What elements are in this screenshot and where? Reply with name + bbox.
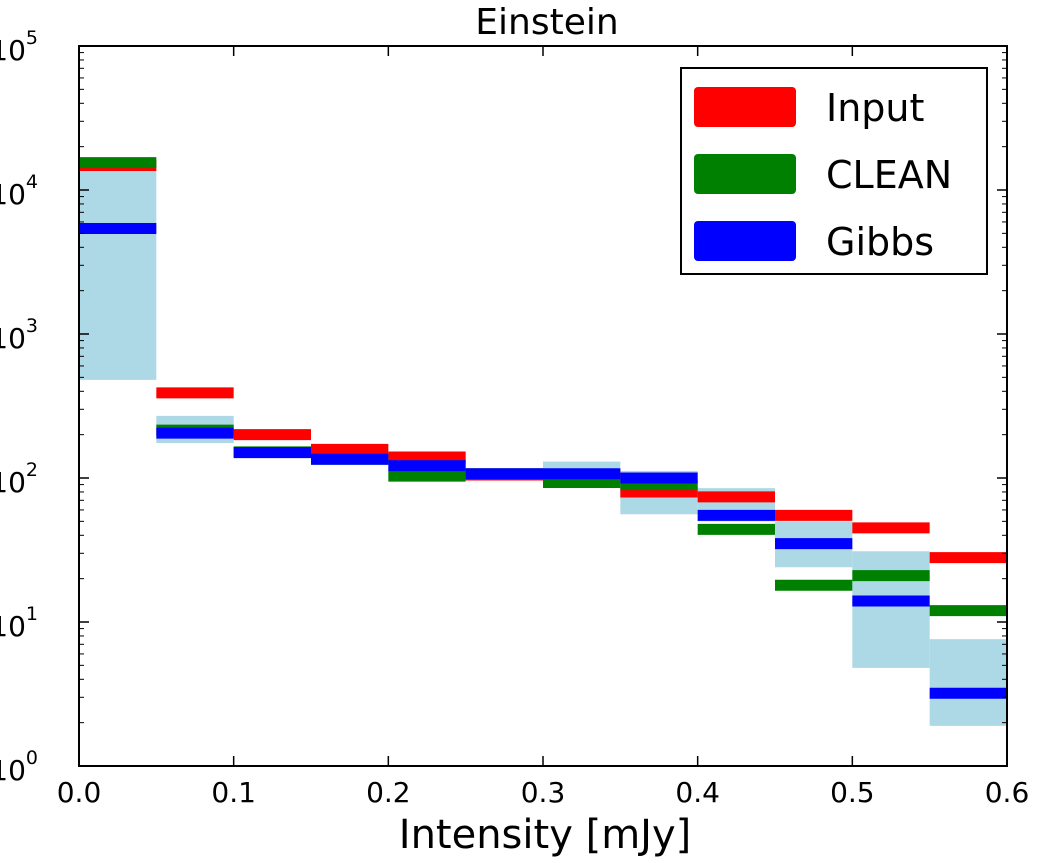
y-tick-label: 104 — [0, 171, 38, 211]
y-tick-label: 102 — [0, 459, 38, 499]
y-tick-label: 100 — [0, 747, 38, 787]
x-tick-label: 0.0 — [57, 776, 102, 809]
x-tick-label: 0.1 — [211, 776, 256, 809]
chart-title: Einstein — [475, 2, 618, 43]
legend-label-input: Input — [826, 86, 924, 130]
plot-area — [79, 157, 1007, 726]
axis-ticks: 0.0 0.1 0.2 0.3 0.4 0.5 0.6 100 101 102 103 104 105 — [0, 27, 1029, 809]
x-tick-label: 0.6 — [985, 776, 1030, 809]
legend: Input CLEAN Gibbs — [680, 67, 988, 275]
uncertainty-band-bin — [929, 639, 1007, 726]
legend-swatch-clean — [694, 154, 796, 194]
y-tick-label: 105 — [0, 27, 38, 67]
legend-label-clean: CLEAN — [826, 153, 952, 197]
uncertainty-band-bin — [79, 166, 157, 380]
legend-label-gibbs: Gibbs — [826, 220, 934, 264]
x-tick-label: 0.3 — [521, 776, 566, 809]
y-tick-label: 103 — [0, 315, 38, 355]
legend-swatch-gibbs — [694, 221, 796, 261]
uncertainty-band-bin — [852, 551, 930, 668]
x-tick-label: 0.2 — [366, 776, 411, 809]
x-tick-label: 0.4 — [675, 776, 720, 809]
legend-swatch-input — [694, 87, 796, 127]
y-tick-label: 101 — [0, 603, 38, 643]
x-tick-label: 0.5 — [830, 776, 875, 809]
x-axis-label: Intensity [mJy] — [399, 812, 691, 858]
